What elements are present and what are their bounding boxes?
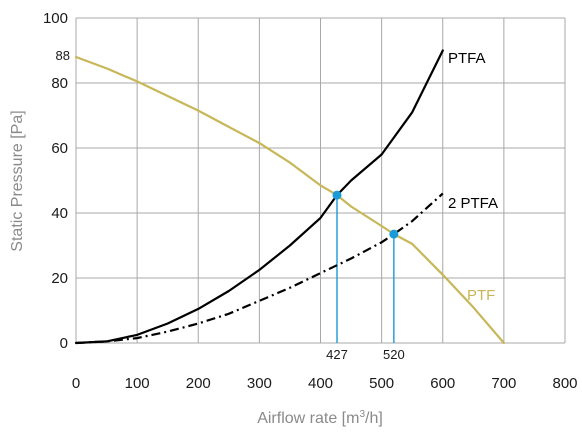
y-tick-label: 40 xyxy=(51,205,68,222)
grid xyxy=(75,17,566,344)
x-tick-label: 400 xyxy=(308,375,333,392)
x-axis-label: Airflow rate [m3/h] xyxy=(257,409,383,427)
operating-point-x-label: 520 xyxy=(383,347,405,362)
y-axis-label: Static Pressure [Pa] xyxy=(9,110,26,251)
y-tick-label: 80 xyxy=(51,75,68,92)
series-label: PTFA xyxy=(448,50,486,67)
x-tick-label: 300 xyxy=(247,375,272,392)
operating-point-x-label: 427 xyxy=(326,347,348,362)
series-lines xyxy=(74,49,505,345)
series-label: 2 PTFA xyxy=(448,195,498,212)
operating-point-leaders xyxy=(336,195,395,343)
x-tick-labels: 0 100 200 300 400 500 600 700 800 xyxy=(72,375,578,392)
operating-point xyxy=(332,190,342,200)
series-line-ptfa xyxy=(74,49,444,345)
y-annotation-label: 88 xyxy=(56,48,70,63)
x-tick-label: 500 xyxy=(369,375,394,392)
x-tick-label: 0 xyxy=(72,375,80,392)
x-tick-label: 200 xyxy=(186,375,211,392)
series-labels: PTFA 2 PTFA PTF xyxy=(448,50,498,304)
x-tick-label: 700 xyxy=(491,375,516,392)
y-tick-label: 100 xyxy=(43,10,68,27)
x-tick-label: 800 xyxy=(552,375,577,392)
y-tick-label: 0 xyxy=(60,335,68,352)
y-tick-label: 60 xyxy=(51,140,68,157)
y-tick-labels: 0 20 40 60 80 100 xyxy=(43,10,68,352)
series-line-ptf xyxy=(74,55,505,345)
x-tick-label: 100 xyxy=(125,375,150,392)
series-label: PTF xyxy=(467,287,495,304)
annotations: 88 427 520 xyxy=(56,48,405,362)
operating-points xyxy=(332,190,399,239)
operating-point xyxy=(389,229,399,239)
x-tick-label: 600 xyxy=(430,375,455,392)
y-tick-label: 20 xyxy=(51,270,68,287)
